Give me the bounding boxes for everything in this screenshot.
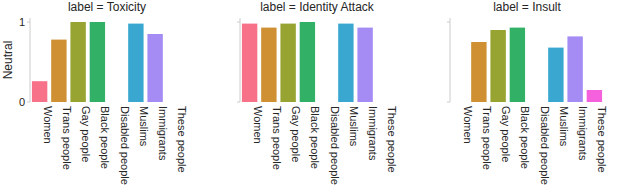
x-tick-label: Muslims (138, 106, 150, 147)
bar (548, 48, 563, 102)
y-tick (27, 102, 30, 103)
x-tick-label: These people (176, 106, 188, 173)
bar (242, 24, 257, 102)
x-tick-label: Women (42, 106, 54, 144)
x-tick-label: Trans people (61, 106, 73, 170)
x-tick-label: Black people (99, 106, 111, 169)
bar (338, 24, 353, 102)
bar (510, 28, 525, 102)
x-tick-label: Disabled people (119, 106, 131, 185)
bar (490, 30, 505, 102)
x-tick-label: Trans people (271, 106, 283, 170)
x-tick-label: These people (596, 106, 608, 173)
x-tick-label: Disabled people (539, 106, 551, 185)
y-tick (237, 22, 240, 23)
y-axis (450, 18, 451, 102)
title: label = Identity Attack (260, 0, 375, 14)
bar (357, 28, 372, 102)
x-tick-label: Trans people (481, 106, 493, 170)
y-tick-label: 1 (19, 16, 25, 28)
bar (471, 42, 486, 102)
y-tick (447, 22, 450, 23)
bar (587, 90, 602, 102)
bars (471, 28, 602, 102)
bar (147, 34, 162, 102)
panel: label = Toxicity Neutral 0 1 Women Trans peop… (1, 0, 188, 185)
y-tick (447, 102, 450, 103)
y-tick-label: 0 (19, 96, 25, 108)
title: label = Toxicity (68, 0, 146, 14)
x-tick-label: Immigrants (157, 106, 169, 161)
x-tick-label: Black people (519, 106, 531, 169)
x-tick-label: Black people (309, 106, 321, 169)
bar (567, 36, 582, 102)
y-axis (240, 18, 241, 102)
title: label = Insult (493, 0, 561, 14)
x-tick-label: Immigrants (577, 106, 589, 161)
x-tick-label: Muslims (348, 106, 360, 147)
bar (90, 22, 105, 102)
bar (300, 22, 315, 102)
y-label: Neutral (1, 41, 15, 80)
x-tick-label: Disabled people (329, 106, 341, 185)
bar (280, 24, 295, 102)
figure: label = Toxicity Neutral 0 1 Women Trans peop… (0, 0, 640, 192)
bar (70, 22, 85, 102)
x-tick-label: Gay people (290, 106, 302, 162)
bars (242, 22, 373, 102)
bar (128, 24, 143, 102)
panel: label = Insult Women Trans people Gay peopl… (447, 0, 608, 185)
bar (261, 28, 276, 102)
panel: label = Identity Attack Women Trans people… (237, 0, 398, 185)
y-axis (30, 18, 31, 102)
bar (51, 40, 66, 102)
bars (32, 22, 163, 102)
x-tick-label: Gay people (500, 106, 512, 162)
x-tick-label: Women (462, 106, 474, 144)
x-tick-label: Immigrants (367, 106, 379, 161)
x-tick-label: Women (252, 106, 264, 144)
y-tick (27, 22, 30, 23)
bar (32, 81, 47, 102)
x-tick-label: Gay people (80, 106, 92, 162)
y-tick (237, 102, 240, 103)
x-tick-label: Muslims (558, 106, 570, 147)
x-tick-label: These people (386, 106, 398, 173)
